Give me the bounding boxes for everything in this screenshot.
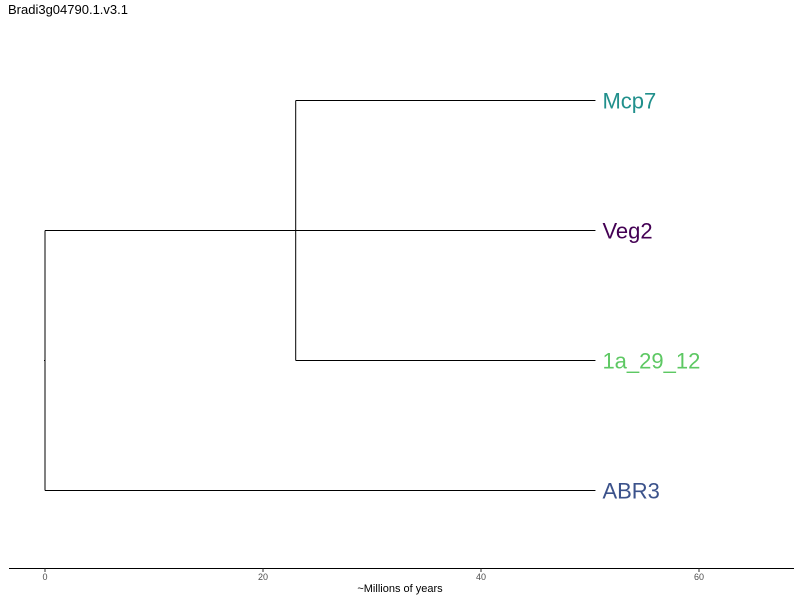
leaf-label: 1a_29_12	[602, 349, 700, 374]
x-axis: 0 20 40 60 ~Millions of years	[9, 568, 794, 595]
x-tick-label: 60	[694, 572, 704, 582]
x-tick-label: 40	[476, 572, 486, 582]
x-tick-label: 0	[42, 572, 47, 582]
leaf-label: Veg2	[602, 219, 652, 244]
tree-branches	[44, 100, 596, 491]
leaf-label: Mcp7	[602, 89, 656, 114]
tree-title: Bradi3g04790.1.v3.1	[8, 2, 128, 17]
leaf-label: ABR3	[602, 479, 659, 504]
leaf-labels: Mcp7 Veg2 1a_29_12 ABR3	[602, 89, 700, 504]
x-axis-title: ~Millions of years	[357, 583, 443, 595]
x-tick-label: 20	[258, 572, 268, 582]
